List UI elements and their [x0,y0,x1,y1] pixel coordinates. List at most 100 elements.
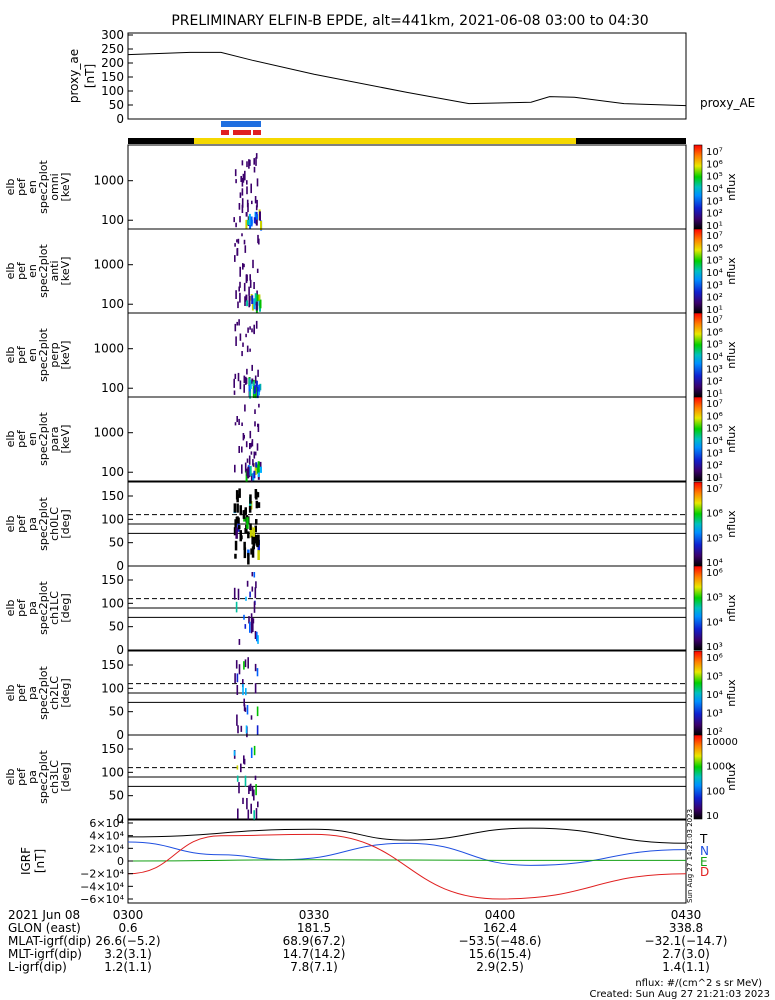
pa-pixel [257,535,260,546]
spectrogram-pixel [243,384,245,393]
igrf-legend-D: D [700,865,709,879]
pa-pixel [240,505,243,515]
pa-pixel [250,804,252,814]
colorbar-tick-label: 10⁷ [706,484,723,495]
pa-pixel [251,748,253,758]
pa-pixel [245,688,247,695]
region-bar-black-1 [128,138,194,144]
y-tick-label: 100 [101,465,124,479]
pa-pixel [251,624,253,633]
pa-pixel [245,659,247,667]
colorbar-tick-label: 10⁵ [706,672,723,683]
spectrogram-pixel [251,365,253,371]
colorbar-tick-label: 10⁵ [706,424,723,435]
pa-pixel [257,802,259,808]
pa-pixel [237,674,239,683]
pa-pixel [249,592,251,598]
igrf-series-E [128,860,686,861]
igrf-yunit: [nT] [33,849,47,873]
spectrogram-pixel [235,324,237,331]
spectrogram-pixel [257,443,259,450]
figure-title: PRELIMINARY ELFIN-B EPDE, alt=441km, 202… [171,13,648,29]
y-tick-label: 150 [101,658,124,672]
pa-pixel [257,725,259,735]
colorbar-label: nflux [725,594,738,622]
spectrogram-pixel [234,255,236,262]
y-tick-label: 50 [109,620,124,634]
y-tick-label: 150 [101,742,124,756]
igrf-series-D [128,834,686,899]
footer-value: −32.1(−14.7) [645,934,728,948]
spectrogram-pixel [251,295,253,304]
spectrogram-pixel [253,282,255,289]
footer-value: 26.6(−5.2) [95,934,160,948]
pa-pixel [237,725,239,733]
spectrogram-pixel [235,169,237,176]
panel-4: 1000100elbpefenspec2plotpara[keV]10⁷10⁶1… [4,397,738,484]
footer-glon-label: GLON (east) [8,921,81,935]
panel-frame [128,145,686,229]
pa-pixel [237,685,239,695]
igrf-ylabel: IGRF [19,847,33,875]
spectrogram-pixel [257,269,259,273]
sci-zone-blue [221,121,261,127]
spectrogram-panels: 1000100elbpefenspec2plotomni[keV]10⁷10⁶1… [4,145,738,826]
spectrogram-pixel [239,216,241,222]
colorbar-tick-label: 10³ [706,709,723,720]
panel-7: 150100500elbpefpaspec2plotch2LC[deg]10⁶1… [4,651,738,742]
pa-pixel [237,776,239,782]
pa-pixel [246,725,248,733]
spectrogram-pixel [238,373,240,381]
ae-tick-label: 250 [101,42,124,56]
spectrogram-pixel [258,404,260,408]
spectrogram-pixel [257,178,259,186]
spectrogram-pixel [238,446,240,453]
pa-pixel [238,589,240,600]
created-stamp: Created: Sun Aug 27 21:21:03 2023 [590,989,770,1000]
spectrogram-pixel [235,223,237,228]
spectrogram-pixel [246,369,248,375]
panel-frame [128,397,686,481]
spectrogram-pixel [237,302,239,309]
spectrogram-pixel [256,214,258,220]
spectrogram-pixel [251,201,253,204]
spectrogram-pixel [253,463,255,467]
spectrogram-pixel [242,160,244,165]
y-tick-label: 0 [116,728,124,742]
spectrogram-pixel [246,469,248,477]
panel-ylabel-line: [deg] [59,509,72,538]
colorbar-tick-label: 10² [706,461,723,472]
pa-pixel [234,554,237,559]
pa-pixel [255,581,257,588]
spectrogram-pixel [248,287,250,296]
pa-pixel [246,798,248,809]
ae-legend: proxy_AE [700,96,755,110]
footer-value: 68.9(67.2) [283,934,346,948]
ae-panel: 300250200150100500 proxy_ae [nT] proxy_A… [67,28,755,126]
spectrogram-pixel [240,192,242,198]
spectrogram-pixel [236,239,238,242]
y-tick-label: 50 [109,789,124,803]
y-tick-label: 150 [101,573,124,587]
colorbar-tick-label: 10⁶ [706,411,723,422]
pa-pixel [253,527,256,536]
pa-pixel [254,572,256,578]
y-tick-label: 100 [101,596,124,610]
spectrogram-pixel [247,203,249,212]
footer-value: 1.2(1.1) [104,960,152,974]
spectrogram-pixel [250,184,252,194]
spectrogram-pixel [252,382,254,387]
ae-series-line [128,52,686,105]
pa-pixel [242,798,244,804]
pa-pixel [240,764,242,773]
pa-pixel [234,519,237,528]
y-tick-label: 1000 [93,258,124,272]
pa-pixel [238,488,241,498]
spectrogram-pixel [249,349,251,352]
spectrogram-pixel [249,443,251,449]
pa-pixel [251,613,253,624]
colorbar-tick-label: 10⁴ [706,184,723,195]
igrf-series-T [128,828,686,843]
spectrogram-pixel [247,328,249,333]
igrf-series-N [128,842,686,865]
